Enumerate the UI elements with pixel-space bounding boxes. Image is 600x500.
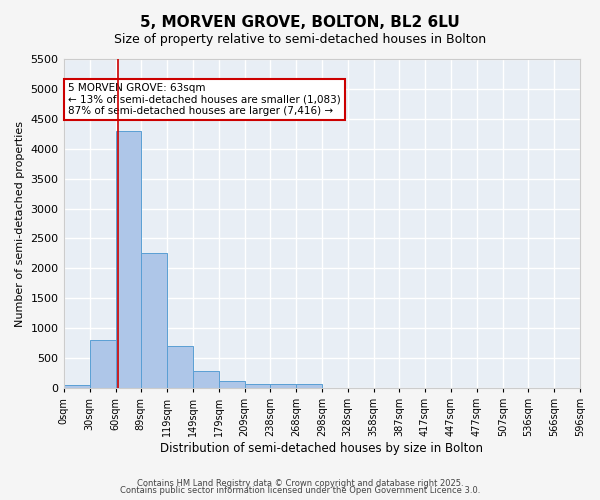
Bar	[296, 384, 322, 388]
Bar	[64, 385, 89, 388]
Bar	[193, 372, 218, 388]
Bar	[270, 384, 296, 388]
X-axis label: Distribution of semi-detached houses by size in Bolton: Distribution of semi-detached houses by …	[160, 442, 483, 455]
Bar	[116, 131, 140, 388]
Text: 5 MORVEN GROVE: 63sqm
← 13% of semi-detached houses are smaller (1,083)
87% of s: 5 MORVEN GROVE: 63sqm ← 13% of semi-deta…	[68, 83, 341, 116]
Text: 5, MORVEN GROVE, BOLTON, BL2 6LU: 5, MORVEN GROVE, BOLTON, BL2 6LU	[140, 15, 460, 30]
Text: Size of property relative to semi-detached houses in Bolton: Size of property relative to semi-detach…	[114, 32, 486, 46]
Text: Contains HM Land Registry data © Crown copyright and database right 2025.: Contains HM Land Registry data © Crown c…	[137, 478, 463, 488]
Text: Contains public sector information licensed under the Open Government Licence 3.: Contains public sector information licen…	[120, 486, 480, 495]
Y-axis label: Number of semi-detached properties: Number of semi-detached properties	[15, 120, 25, 326]
Bar	[140, 254, 167, 388]
Bar	[89, 340, 116, 388]
Bar	[245, 384, 270, 388]
Bar	[167, 346, 193, 388]
Bar	[218, 381, 245, 388]
